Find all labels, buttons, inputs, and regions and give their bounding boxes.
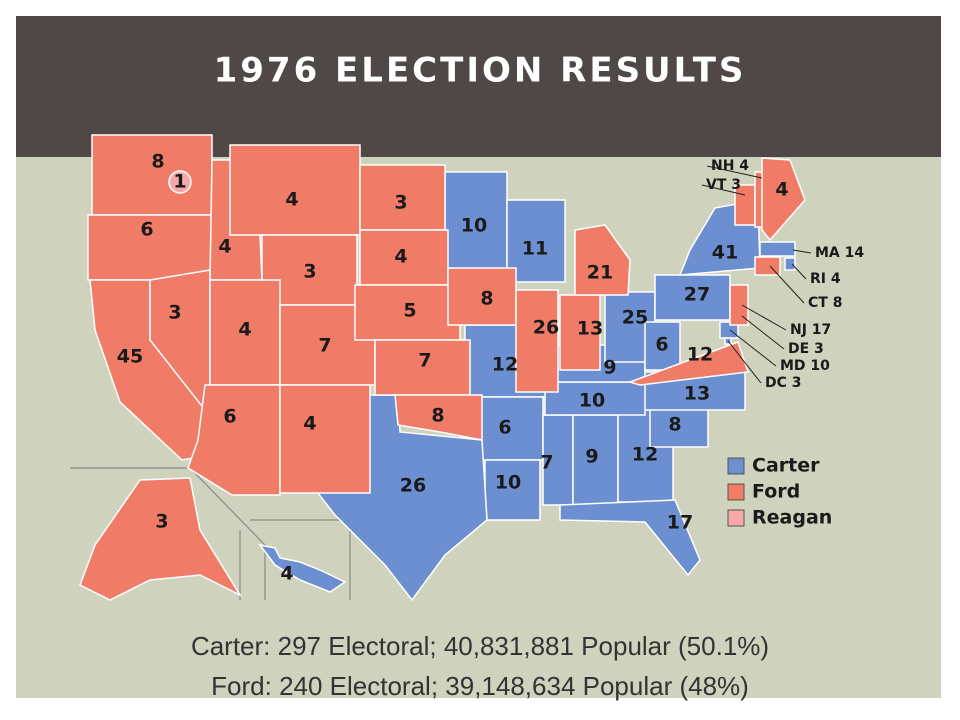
state-label: 4 [238, 319, 251, 341]
leader-line [729, 329, 777, 367]
state [168, 170, 192, 194]
state-label: NJ 17 [790, 322, 831, 338]
state-label: 10 [461, 215, 487, 237]
state-label: 17 [667, 512, 693, 534]
state-label: 3 [394, 192, 407, 214]
state-label: 4 [775, 179, 788, 201]
state [258, 543, 347, 593]
state-label: 6 [655, 334, 668, 356]
state-label: 7 [540, 452, 553, 474]
leader-line [741, 304, 787, 331]
legend-label: Carter [752, 455, 820, 477]
legend-swatch [727, 483, 745, 501]
state [506, 199, 566, 283]
state-label: 4 [218, 236, 231, 258]
leader-line [769, 265, 805, 304]
state-label: DC 3 [765, 375, 802, 391]
state [627, 341, 750, 386]
legend-label: Ford [752, 481, 800, 503]
state-label: 4 [285, 189, 298, 211]
state-label: 9 [585, 446, 598, 468]
state-label: 1 [173, 171, 186, 193]
footer-line: Carter: 297 Electoral; 40,831,881 Popula… [191, 631, 769, 661]
state-label: 11 [522, 238, 548, 260]
state [515, 289, 559, 393]
legend-swatch [727, 509, 745, 527]
state-label: 6 [140, 219, 153, 241]
state-label: 13 [577, 318, 603, 340]
state-label: 7 [318, 335, 331, 357]
state-label: 3 [155, 511, 168, 533]
state-label: 6 [498, 417, 511, 439]
state [279, 384, 371, 494]
state-label: 25 [622, 307, 648, 329]
state-label: 26 [533, 317, 559, 339]
legend-swatch [727, 457, 745, 475]
state-label: 45 [117, 346, 143, 368]
state-label: VT 3 [706, 177, 741, 193]
legend: Carter Ford Reagan [727, 455, 832, 529]
state-label: CT 8 [808, 295, 842, 311]
state [761, 157, 806, 242]
state-label: 8 [431, 405, 444, 427]
state-label: 12 [492, 354, 518, 376]
state-label: NH 4 [711, 158, 749, 174]
state-label: 21 [587, 262, 613, 284]
state [91, 134, 213, 216]
state [559, 499, 701, 577]
state-label: 8 [668, 414, 681, 436]
state-label: 26 [400, 475, 426, 497]
state [759, 241, 796, 257]
state [79, 477, 243, 601]
state-label: 10 [579, 390, 605, 412]
state [574, 224, 631, 296]
leader-line [701, 184, 746, 196]
header-bar [16, 16, 941, 157]
legend-label: Reagan [752, 507, 832, 529]
state-label: 6 [223, 406, 236, 428]
title: 1976 ELECTION RESULTS [214, 51, 747, 91]
state-label: 13 [684, 383, 710, 405]
state [784, 257, 796, 271]
state-label: 5 [403, 300, 416, 322]
state-label: MA 14 [815, 245, 864, 261]
state-label: 12 [632, 444, 658, 466]
state [394, 394, 483, 441]
leader-line [706, 165, 763, 179]
state-label: 4 [303, 413, 316, 435]
leader-line [741, 315, 785, 350]
state-label: 41 [712, 242, 738, 264]
state-label: 8 [480, 288, 493, 310]
state-label: MD 10 [780, 358, 830, 374]
state-label: 7 [418, 350, 431, 372]
state-label: 4 [280, 563, 293, 585]
state-label: 3 [303, 261, 316, 283]
state [729, 284, 749, 326]
leader-line [791, 263, 807, 280]
state-label: 12 [687, 344, 713, 366]
state-label: 10 [495, 472, 521, 494]
leader-line [792, 249, 812, 254]
states [79, 134, 806, 602]
state-label: RI 4 [810, 271, 841, 287]
state-label: DE 3 [788, 341, 824, 357]
footer-line: Ford: 240 Electoral; 39,148,634 Popular … [211, 671, 749, 701]
state-label: 9 [603, 357, 616, 379]
state-label: 4 [394, 246, 407, 268]
leader-line [727, 340, 762, 384]
state-label: 3 [168, 302, 181, 324]
state-label: 27 [684, 284, 710, 306]
state-label: 8 [151, 151, 164, 173]
